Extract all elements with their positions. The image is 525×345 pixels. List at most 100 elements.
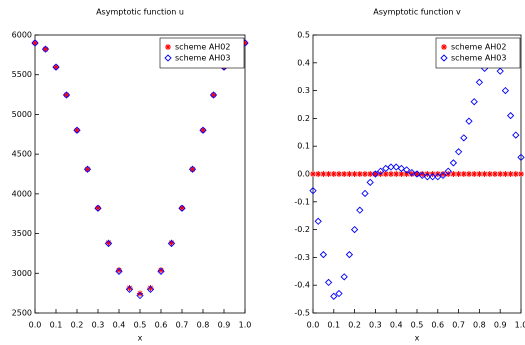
y-tick-label: -0.3: [294, 253, 310, 262]
point: [188, 165, 197, 173]
x-tick-label: 0.7: [176, 321, 189, 330]
point: [137, 290, 143, 297]
y-tick-label: 3500: [12, 229, 32, 238]
point: [454, 148, 463, 156]
point: [115, 267, 123, 276]
y-tick-label: -0.4: [294, 281, 310, 290]
legend-label: scheme AH02: [451, 43, 506, 52]
chart-title: Asymptotic function v: [373, 8, 461, 17]
point: [393, 171, 400, 177]
y-tick-label: -0.2: [294, 225, 310, 234]
point: [199, 126, 207, 134]
x-tick-label: 0.9: [218, 321, 231, 330]
point: [62, 91, 71, 99]
point: [94, 204, 102, 212]
point: [52, 63, 60, 71]
point: [340, 273, 348, 281]
point: [392, 163, 400, 171]
x-tick-label: 0.5: [134, 321, 147, 330]
point: [210, 91, 217, 98]
point: [310, 171, 316, 177]
point: [470, 98, 478, 106]
x-tick-label: 0.0: [307, 321, 320, 330]
point: [517, 153, 525, 161]
point: [346, 171, 353, 177]
point: [382, 164, 390, 173]
point: [402, 166, 411, 174]
point: [428, 173, 437, 181]
point: [157, 267, 165, 276]
x-tick-label: 0.7: [452, 321, 465, 330]
x-axis-label: x: [138, 334, 143, 343]
point: [372, 171, 379, 177]
point: [419, 171, 426, 177]
point: [31, 39, 39, 47]
y-tick-label: 0.3: [297, 86, 310, 95]
legend-label: scheme AH03: [175, 54, 230, 63]
point: [356, 171, 363, 177]
point: [460, 171, 467, 177]
point: [105, 239, 112, 246]
x-tick-label: 0.2: [71, 321, 84, 330]
x-tick-label: 0.4: [390, 321, 403, 330]
x-tick-label: 0.6: [155, 321, 168, 330]
x-tick-label: 0.6: [431, 321, 444, 330]
point: [336, 171, 342, 177]
point: [497, 171, 504, 177]
x-tick-label: 0.3: [369, 321, 382, 330]
point: [309, 187, 317, 195]
x-tick-label: 0.8: [473, 321, 486, 330]
point: [496, 67, 504, 75]
point: [350, 225, 359, 234]
point: [440, 171, 446, 177]
point: [146, 285, 155, 293]
point: [330, 292, 338, 300]
y-tick-label: -0.1: [294, 197, 310, 206]
point: [341, 171, 348, 177]
point: [41, 45, 50, 53]
point: [242, 39, 248, 46]
point: [32, 39, 38, 46]
point: [63, 91, 70, 98]
point: [371, 170, 380, 178]
legend-label: scheme AH02: [175, 43, 230, 52]
legend-box: [435, 37, 521, 69]
y-tick-label: 0.1: [297, 142, 310, 151]
x-tick-label: 0.4: [113, 321, 126, 330]
point: [356, 206, 364, 214]
y-tick-label: 2500: [12, 309, 32, 318]
point: [466, 171, 472, 177]
point: [189, 166, 196, 173]
chart: Asymptotic function v x 0.0 0.1 0.2 0.3 0.4 0.5…: [294, 8, 525, 343]
point: [492, 171, 498, 177]
chart-title: Asymptotic function u: [96, 8, 184, 17]
point: [418, 171, 426, 180]
point: [413, 170, 421, 178]
point: [361, 189, 369, 198]
point: [335, 289, 343, 298]
point: [512, 171, 519, 177]
point: [345, 250, 354, 259]
point: [439, 171, 447, 180]
point: [325, 171, 332, 177]
legend-box: [159, 37, 245, 69]
y-tick-label: 0.0: [297, 170, 310, 179]
point: [53, 64, 59, 71]
point: [403, 171, 410, 177]
y-tick-label: 5500: [12, 70, 32, 79]
point: [414, 171, 420, 177]
point: [319, 250, 328, 259]
point: [200, 127, 206, 134]
x-tick-label: 0.1: [50, 321, 63, 330]
point: [73, 126, 81, 134]
point: [387, 163, 395, 171]
x-tick-label: 0.0: [29, 321, 42, 330]
x-tick-label: 1.0: [239, 321, 252, 330]
point: [476, 171, 483, 177]
x-axis-label: x: [415, 334, 420, 343]
point: [136, 291, 144, 300]
chart: Asymptotic function u x 0.0 0.1 0.2 0.3 0.4 0.5…: [12, 8, 252, 343]
legend-label: scheme AH03: [451, 54, 506, 63]
point: [324, 278, 333, 287]
